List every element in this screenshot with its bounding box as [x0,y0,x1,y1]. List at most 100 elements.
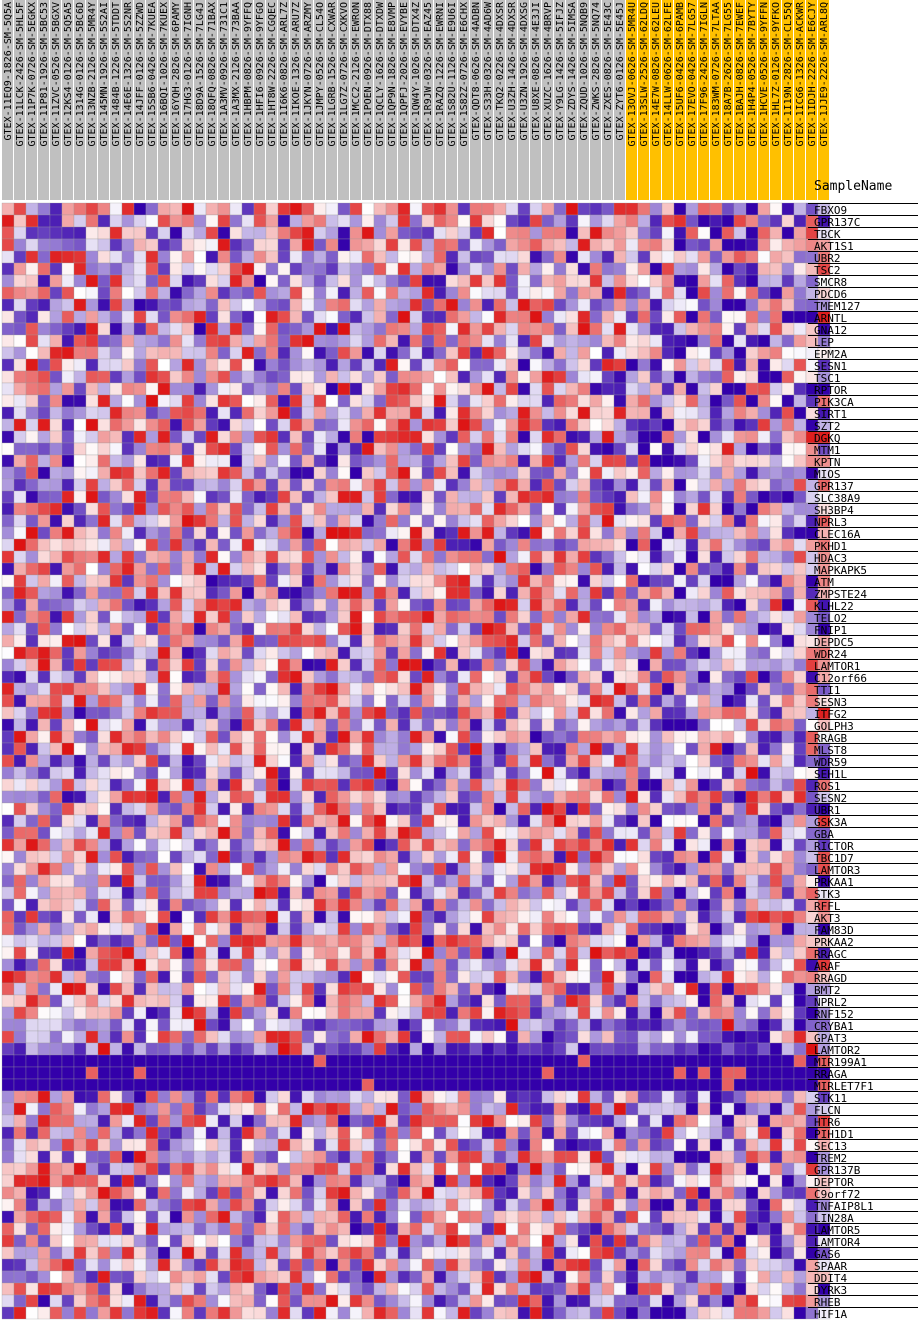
heatmap-cell [301,814,315,828]
heatmap-cell [265,442,279,456]
heatmap-cell [637,874,651,888]
heatmap-cell [421,214,435,228]
heatmap-cell [253,778,267,792]
heatmap-cell [73,634,87,648]
heatmap-cell [493,478,507,492]
heatmap-cell [277,322,291,336]
heatmap-cell [265,238,279,252]
heatmap-cell [133,574,147,588]
heatmap-cell [193,850,207,864]
heatmap-cell [529,994,543,1008]
heatmap-cell [697,346,711,360]
heatmap-cell [577,574,591,588]
heatmap-cell [133,850,147,864]
heatmap-cell [253,226,267,240]
heatmap-cell [49,718,63,732]
heatmap-cell [133,514,147,528]
heatmap-cell [529,574,543,588]
heatmap-cell [1,346,15,360]
heatmap-cell [553,970,567,984]
heatmap-cell [133,862,147,876]
heatmap-cell [37,826,51,840]
sample-label: GTEX-ZWKS-2826-SM-5NQ74 [591,2,602,140]
heatmap-cell [649,334,663,348]
heatmap-cell [253,238,267,252]
heatmap-cell [169,574,183,588]
heatmap-cell [457,562,471,576]
heatmap-cell [241,982,255,996]
heatmap-cell [709,838,723,852]
heatmap-cell [289,670,303,684]
heatmap-cell [133,742,147,756]
heatmap-cell [361,658,375,672]
heatmap-cell [613,370,627,384]
heatmap-cell [757,634,771,648]
heatmap-cell [493,514,507,528]
heatmap-cell [361,718,375,732]
heatmap-cell [625,214,639,228]
heatmap-cell [157,574,171,588]
heatmap-cell [553,670,567,684]
heatmap-cell [493,334,507,348]
heatmap-cell [253,886,267,900]
heatmap-cell [589,430,603,444]
heatmap-cell [637,694,651,708]
heatmap-cell [109,862,123,876]
heatmap-cell [85,838,99,852]
heatmap-cell [1,1006,15,1020]
heatmap-cell [253,862,267,876]
heatmap-cell [181,454,195,468]
heatmap-cell [613,934,627,948]
heatmap-cell [721,406,735,420]
heatmap-cell [637,454,651,468]
heatmap-cell [685,874,699,888]
heatmap-cell [361,574,375,588]
heatmap-cell [289,586,303,600]
heatmap-cell [709,346,723,360]
heatmap-cell [769,442,783,456]
heatmap-cell [145,694,159,708]
heatmap-cell [625,934,639,948]
heatmap-cell [505,586,519,600]
heatmap-cell [505,226,519,240]
heatmap-cell [781,298,795,312]
heatmap-cell [169,286,183,300]
heatmap-cell [217,286,231,300]
heatmap-cell [601,622,615,636]
heatmap-cell [445,670,459,684]
heatmap-cell [745,382,759,396]
heatmap-cell [661,586,675,600]
heatmap-cell [217,490,231,504]
heatmap-cell [649,598,663,612]
heatmap-cell [637,538,651,552]
heatmap-cell [157,754,171,768]
heatmap-cell [709,670,723,684]
heatmap-cell [529,730,543,744]
heatmap-cell [769,610,783,624]
heatmap-cell [769,406,783,420]
heatmap-cell [193,634,207,648]
heatmap-cell [13,706,27,720]
heatmap-cell [589,970,603,984]
heatmap-cell [217,898,231,912]
heatmap-cell [301,1018,315,1032]
heatmap-cell [541,1030,555,1044]
heatmap-cell [721,346,735,360]
heatmap-cell [709,454,723,468]
heatmap-cell [493,946,507,960]
heatmap-cell [637,526,651,540]
heatmap-cell [553,802,567,816]
heatmap-cell [217,814,231,828]
heatmap-cell [85,814,99,828]
heatmap-cell [301,574,315,588]
heatmap-cell [205,370,219,384]
heatmap-cell [709,298,723,312]
heatmap-cell [457,886,471,900]
heatmap-cell [373,358,387,372]
heatmap-cell [145,286,159,300]
heatmap-cell [265,910,279,924]
heatmap-cell [613,958,627,972]
heatmap-cell [253,574,267,588]
heatmap-cell [361,490,375,504]
heatmap-cell [145,442,159,456]
